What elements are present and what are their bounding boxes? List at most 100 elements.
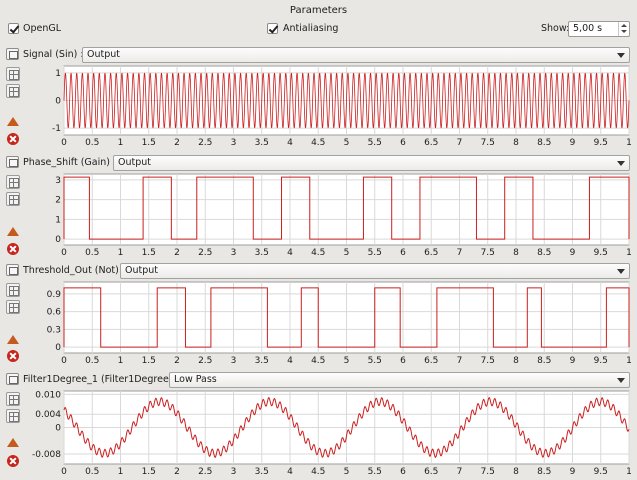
panel-filter1degree: Filter1Degree_1 (Filter1Degree) : Low Pa… xyxy=(4,371,634,477)
grid-icon[interactable] xyxy=(6,283,20,297)
options-bar: OpenGL Antialiasing Show: 5,00 s xyxy=(0,21,637,39)
panel-title: Phase_Shift (Gain) : xyxy=(23,157,117,168)
show-duration-spinbox[interactable]: 5,00 s xyxy=(568,21,630,37)
x-tick-label: 6.5 xyxy=(424,138,438,147)
x-tick-label: 9 xyxy=(570,248,576,257)
x-tick-label: 2 xyxy=(174,138,180,147)
x-tick-label: 3.5 xyxy=(255,356,269,365)
panel-title: Signal (Sin) : xyxy=(23,49,84,60)
grid-icon[interactable] xyxy=(6,67,20,81)
output-select[interactable]: Output xyxy=(120,263,630,279)
y-tick-label: 0.9 xyxy=(47,290,62,300)
y-tick-label: 1 xyxy=(55,215,61,225)
x-tick-label: 8.5 xyxy=(537,467,551,476)
panel-toggle-icon[interactable] xyxy=(6,264,19,276)
close-icon[interactable] xyxy=(7,455,19,467)
output-select-value: Output xyxy=(87,49,120,60)
close-icon[interactable] xyxy=(7,243,19,255)
panel-header: Threshold_Out (Not) : Output xyxy=(4,262,634,279)
x-tick-label: 8 xyxy=(513,248,519,257)
show-duration-value: 5,00 s xyxy=(573,23,603,34)
x-tick-label: 4 xyxy=(287,248,293,257)
x-tick-label: 4 xyxy=(287,138,293,147)
x-tick-label: 1 xyxy=(118,356,124,365)
plot-style-icon[interactable] xyxy=(6,332,20,346)
window-title: Parameters xyxy=(289,5,348,16)
x-tick-label: 7.5 xyxy=(481,356,495,365)
antialiasing-checkbox[interactable] xyxy=(267,23,278,34)
y-tick-label: 0 xyxy=(55,424,61,434)
table-icon[interactable] xyxy=(6,84,20,98)
x-tick-label: 0.5 xyxy=(85,467,99,476)
panel-title: Threshold_Out (Not) : xyxy=(23,265,126,276)
y-tick-label: 0.004 xyxy=(35,410,61,420)
output-select[interactable]: Output xyxy=(113,155,630,171)
x-tick-label: 5.5 xyxy=(368,467,382,476)
x-tick-label: 2.5 xyxy=(198,138,212,147)
panel-header: Signal (Sin) : Output xyxy=(4,46,634,63)
x-tick-label: 9 xyxy=(570,356,576,365)
x-tick-label: 3 xyxy=(231,356,237,365)
output-select-value: Output xyxy=(125,265,158,276)
x-tick-label: 6 xyxy=(400,356,406,365)
x-tick-label: 0.5 xyxy=(85,356,99,365)
plot-style-icon[interactable] xyxy=(6,435,20,449)
x-tick-label: 1.5 xyxy=(142,248,156,257)
x-tick-label: 9.5 xyxy=(594,248,608,257)
x-tick-label: 7.5 xyxy=(481,138,495,147)
x-tick-label: 6.5 xyxy=(424,248,438,257)
x-tick-label: 8.5 xyxy=(537,138,551,147)
close-icon[interactable] xyxy=(7,350,19,362)
x-tick-label: 7 xyxy=(457,467,463,476)
x-tick-label: 1.5 xyxy=(142,356,156,365)
show-label: Show: xyxy=(541,23,570,34)
x-tick-label: 7 xyxy=(457,248,463,257)
x-tick-label: 4.5 xyxy=(311,138,325,147)
x-tick-label: 1 xyxy=(118,138,124,147)
x-tick-label: 6.5 xyxy=(424,356,438,365)
y-tick-label: 0 xyxy=(55,235,61,245)
phase-shift-plot[interactable]: 0 0.5 1 1.5 2 2.5 3 3.5 4 4.5 5 5.5 6 6.5 7 7.5 8 8.5 9 9.5… xyxy=(22,173,632,257)
x-tick-label: 7 xyxy=(457,138,463,147)
series-line xyxy=(63,72,630,129)
panel-phase-shift: Phase_Shift (Gain) : Output 0 0.5 1 1.5 2 2.5… xyxy=(4,154,634,258)
y-tick-label: 1 xyxy=(55,69,61,79)
x-tick-label: 4.5 xyxy=(311,248,325,257)
x-tick-label: 8 xyxy=(513,467,519,476)
output-select[interactable]: Output xyxy=(82,47,630,63)
x-tick-label: 3.5 xyxy=(255,138,269,147)
y-tick-label: -0.008 xyxy=(32,450,61,460)
output-select[interactable]: Low Pass xyxy=(169,372,630,388)
panel-threshold-out: Threshold_Out (Not) : Output 0 0.5 1 1.5 2 2.… xyxy=(4,262,634,366)
x-tick-label: 1.5 xyxy=(142,138,156,147)
close-icon[interactable] xyxy=(7,133,19,145)
y-tick-label: 0.010 xyxy=(35,390,61,400)
x-tick-label: 1 xyxy=(626,467,632,476)
x-tick-label: 0 xyxy=(61,467,67,476)
x-tick-label: 6 xyxy=(400,138,406,147)
x-tick-label: 3.5 xyxy=(255,467,269,476)
signal-plot[interactable]: 0 0.5 1 1.5 2 2.5 3 3.5 4 4.5 5 5.5 6 6.5 7 7.5 8 8.5 9 9.5… xyxy=(22,65,632,147)
x-tick-label: 7.5 xyxy=(481,248,495,257)
x-tick-label: 0.5 xyxy=(85,138,99,147)
panel-toggle-icon[interactable] xyxy=(6,373,19,385)
threshold-out-plot[interactable]: 0 0.5 1 1.5 2 2.5 3 3.5 4 4.5 5 5.5 6 6.5 7 7.5 8 8.5 9 9.5… xyxy=(22,281,632,365)
table-icon[interactable] xyxy=(6,192,20,206)
x-tick-label: 1 xyxy=(118,467,124,476)
x-tick-label: 5.5 xyxy=(368,138,382,147)
table-icon[interactable] xyxy=(6,300,20,314)
grid-icon[interactable] xyxy=(6,392,20,406)
panel-toggle-icon[interactable] xyxy=(6,48,19,60)
filter-plot[interactable]: 0 0.5 1 1.5 2 2.5 3 3.5 4 4.5 5 5.5 6 6.5 7 7.5 8 8.5 9 9.5… xyxy=(22,390,632,476)
grid-icon[interactable] xyxy=(6,175,20,189)
plot-style-icon[interactable] xyxy=(6,114,20,128)
table-icon[interactable] xyxy=(6,409,20,423)
x-tick-label: 1 xyxy=(626,138,632,147)
panel-toggle-icon[interactable] xyxy=(6,156,19,168)
spin-arrows-icon[interactable] xyxy=(618,22,629,36)
output-select-value: Output xyxy=(118,157,151,168)
panel-title: Filter1Degree_1 (Filter1Degree) : xyxy=(23,374,179,385)
plot-style-icon[interactable] xyxy=(6,224,20,238)
opengl-checkbox[interactable] xyxy=(8,23,19,34)
x-tick-label: 0 xyxy=(61,138,67,147)
